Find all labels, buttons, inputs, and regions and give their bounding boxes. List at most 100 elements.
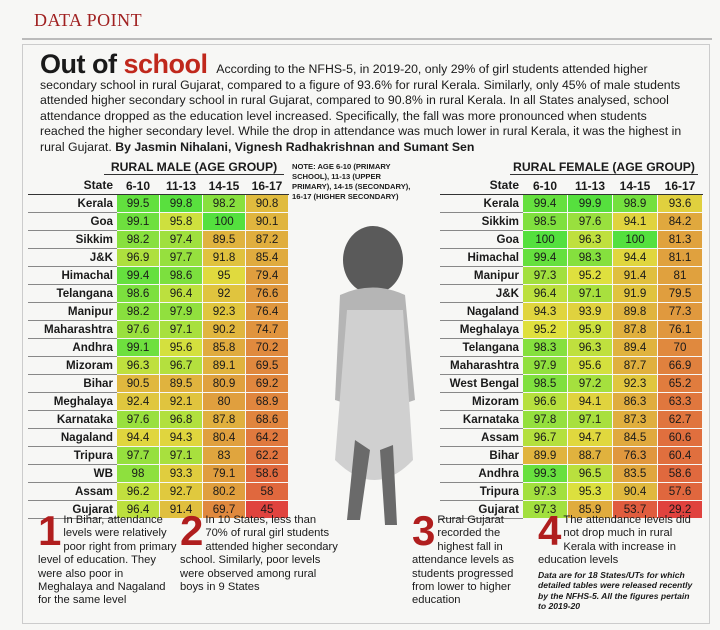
state: Kerala <box>28 194 117 213</box>
state: J&K <box>28 248 117 267</box>
cell: 83 <box>202 446 246 465</box>
footnote: 2 In 10 States, less than 70% of rural gi… <box>180 510 340 594</box>
table: State 6-10 11-13 14-15 16-17 Kerala 99.5 99.8 98… <box>28 176 289 519</box>
cell: 94.4 <box>116 428 160 447</box>
row: Sikkim 98.2 97.4 89.5 87.2 <box>28 230 289 249</box>
cell: 96.3 <box>567 230 613 249</box>
state: Assam <box>440 428 523 447</box>
cell: 58.6 <box>245 464 289 483</box>
cell: 70 <box>657 338 703 357</box>
article: Out of school According to the NFHS-5, i… <box>40 51 688 156</box>
cell: 66.9 <box>657 356 703 375</box>
cell: 94.3 <box>159 428 203 447</box>
footnote-number: 4 <box>538 507 562 554</box>
state: Mizoram <box>28 356 117 375</box>
cell: 57.6 <box>657 482 703 501</box>
cell: 97.4 <box>159 230 203 249</box>
footnote: 1 In Bihar, attendance levels were relati… <box>38 510 178 608</box>
cell: 89.9 <box>522 446 568 465</box>
cell: 95 <box>202 266 246 285</box>
cell: 100 <box>612 230 658 249</box>
cell: 97.7 <box>116 446 160 465</box>
state: Himachal <box>28 266 117 285</box>
state: Himachal <box>440 248 523 267</box>
cell: 97.8 <box>522 410 568 429</box>
cell: 98.9 <box>612 194 658 213</box>
state: Nagaland <box>440 302 523 321</box>
cell: 98.2 <box>202 194 246 213</box>
row: West Bengal 98.5 97.2 92.3 65.2 <box>440 374 703 393</box>
cell: 97.7 <box>159 248 203 267</box>
state: Maharashtra <box>28 320 117 339</box>
cell: 79.5 <box>657 284 703 303</box>
row: J&K 96.9 97.7 91.8 85.4 <box>28 248 289 267</box>
footnote-text: In 10 States, less than 70% of rural gir… <box>180 514 338 594</box>
photo-legs <box>347 440 397 525</box>
state: Goa <box>28 212 117 231</box>
cell: 64.2 <box>245 428 289 447</box>
row: Maharashtra 97.9 95.6 87.7 66.9 <box>440 356 703 375</box>
cell: 76.3 <box>612 446 658 465</box>
state: Tripura <box>28 446 117 465</box>
cell: 94.1 <box>567 392 613 411</box>
row: Gujarat 97.3 85.9 53.7 29.2 <box>440 500 703 519</box>
row: Goa 100 96.3 100 81.3 <box>440 230 703 249</box>
cell: 98.5 <box>522 212 568 231</box>
state: Telangana <box>28 284 117 303</box>
title: Out of school <box>40 49 208 79</box>
cell: 85.8 <box>202 338 246 357</box>
cell: 93.6 <box>657 194 703 213</box>
cell: 96.2 <box>116 482 160 501</box>
cell: 98.2 <box>116 230 160 249</box>
cell: 99.4 <box>522 194 568 213</box>
state: Sikkim <box>28 230 117 249</box>
cell: 69.5 <box>245 356 289 375</box>
cell: 58.6 <box>657 464 703 483</box>
photo <box>335 226 415 525</box>
column-header: State <box>28 176 117 195</box>
cell: 91.8 <box>202 248 246 267</box>
row: Kerala 99.4 99.9 98.9 93.6 <box>440 194 703 213</box>
cell: 100 <box>522 230 568 249</box>
state: Telangana <box>440 338 523 357</box>
state: J&K <box>440 284 523 303</box>
cell: 95.8 <box>159 212 203 231</box>
header-row: State 6-10 11-13 14-15 16-17 <box>28 176 289 195</box>
cell: 98.6 <box>116 284 160 303</box>
cell: 92.3 <box>612 374 658 393</box>
state: Meghalaya <box>28 392 117 411</box>
cell: 96.3 <box>116 356 160 375</box>
row: J&K 96.4 97.1 91.9 79.5 <box>440 284 703 303</box>
row: Meghalaya 92.4 92.1 80 68.9 <box>28 392 289 411</box>
title-prefix: Out of <box>40 49 117 79</box>
column-header: 11-13 <box>567 176 613 195</box>
cell: 97.9 <box>159 302 203 321</box>
note: NOTE: AGE 6-10 (PRIMARY SCHOOL), 11-13 (… <box>292 162 411 201</box>
cell: 87.7 <box>612 356 658 375</box>
cell: 95.3 <box>567 482 613 501</box>
state: Manipur <box>440 266 523 285</box>
column-header: 16-17 <box>657 176 703 195</box>
cell: 95.2 <box>522 320 568 339</box>
cell: 93.9 <box>567 302 613 321</box>
cell: 97.3 <box>522 482 568 501</box>
cell: 98.2 <box>116 302 160 321</box>
cell: 89.5 <box>202 230 246 249</box>
footnote-text: In Bihar, attendance levels were relativ… <box>38 514 177 607</box>
row: Manipur 97.3 95.2 91.4 81 <box>440 266 703 285</box>
cell: 80 <box>202 392 246 411</box>
cell: 90.2 <box>202 320 246 339</box>
cell: 94.7 <box>567 428 613 447</box>
footnote: 3 Rural Gujarat recorded the highest fall… <box>412 510 532 608</box>
photo-head <box>343 226 403 294</box>
cell: 96.7 <box>159 356 203 375</box>
cell: 89.1 <box>202 356 246 375</box>
cell: 87.2 <box>245 230 289 249</box>
state: Gujarat <box>28 500 117 519</box>
row: Himachal 99.4 98.6 95 79.4 <box>28 266 289 285</box>
photo-bag <box>335 310 413 480</box>
cell: 94.3 <box>522 302 568 321</box>
cell: 85.4 <box>245 248 289 267</box>
row: Manipur 98.2 97.9 92.3 76.4 <box>28 302 289 321</box>
